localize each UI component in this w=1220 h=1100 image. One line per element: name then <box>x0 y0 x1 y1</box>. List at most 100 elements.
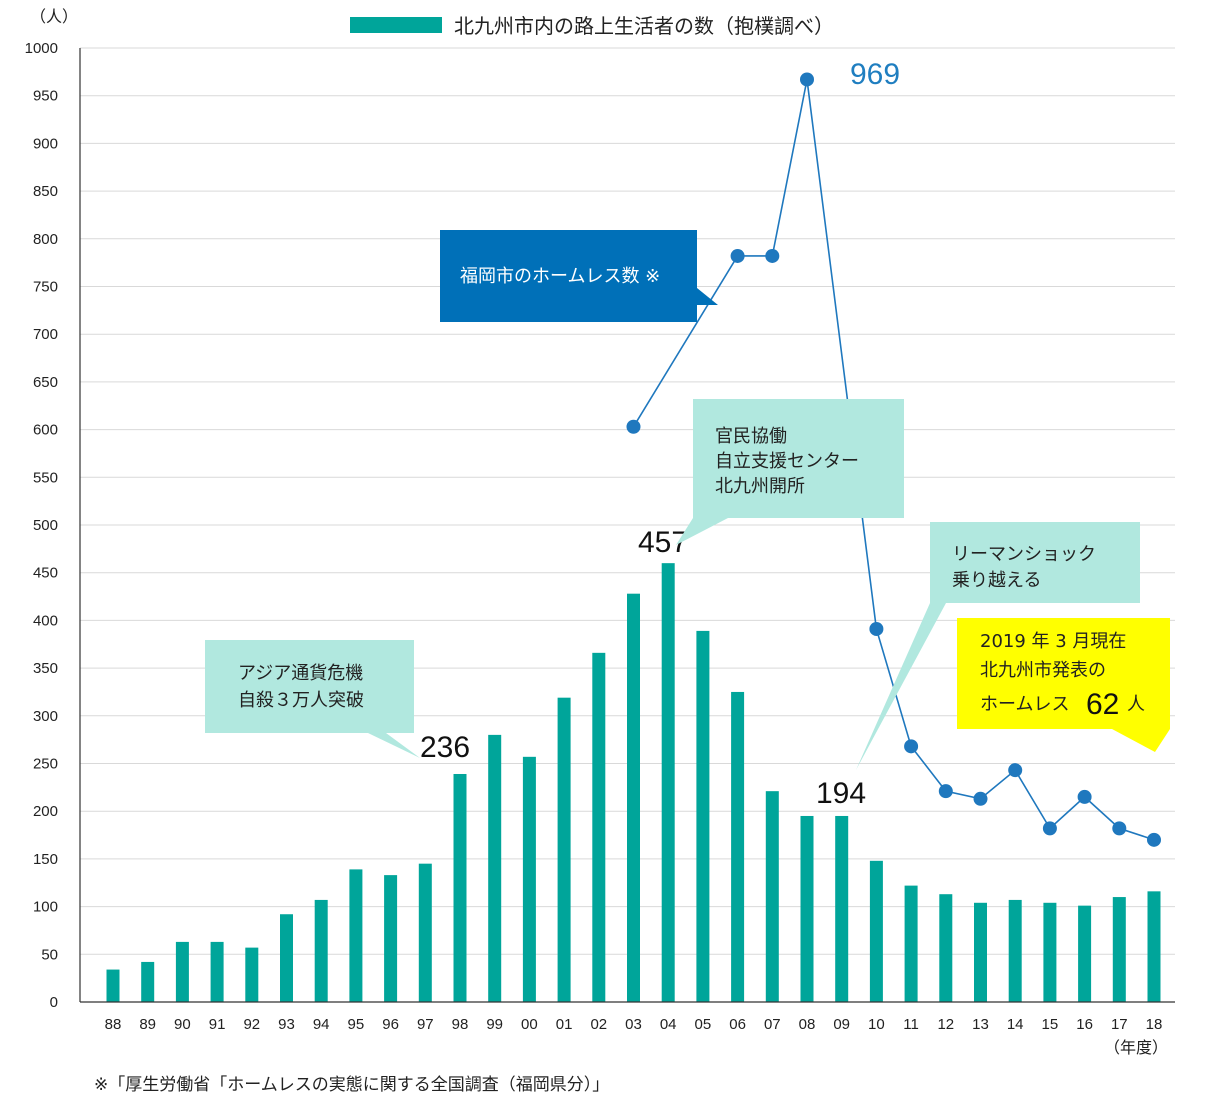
bar <box>106 969 120 1002</box>
callout-2019-line1: 2019 年 3 月現在 <box>980 631 1126 652</box>
x-tick-label: 92 <box>243 1016 260 1033</box>
line-series <box>626 72 1161 847</box>
x-tick-label: 10 <box>868 1016 885 1033</box>
y-tick-label: 0 <box>50 994 58 1011</box>
y-tick-label: 500 <box>33 517 58 534</box>
bar <box>661 563 675 1002</box>
x-tick-label: 93 <box>278 1016 295 1033</box>
x-tick-label: 06 <box>729 1016 746 1033</box>
x-tick-label: 13 <box>972 1016 989 1033</box>
callout-asia-line1: アジア通貨危機 <box>238 663 363 684</box>
x-tick-label: 08 <box>799 1016 816 1033</box>
bar <box>696 630 710 1002</box>
line-point <box>730 248 745 263</box>
bar <box>765 791 779 1002</box>
x-tick-label: 96 <box>382 1016 399 1033</box>
x-tick-label: 11 <box>903 1016 919 1033</box>
line-point <box>1008 763 1023 778</box>
y-tick-label: 650 <box>33 374 58 391</box>
x-axis-unit: （年度） <box>1104 1038 1168 1057</box>
callout-2019-line2: 北九州市発表の <box>980 660 1106 681</box>
callout-support-center: 官民協働 自立支援センター 北九州開所 <box>676 399 904 545</box>
bar <box>1078 905 1092 1002</box>
x-tick-label: 03 <box>625 1016 642 1033</box>
x-tick-label: 14 <box>1007 1016 1024 1033</box>
line-point <box>869 621 884 636</box>
bar <box>384 875 398 1002</box>
legend-swatch <box>350 17 442 33</box>
y-tick-label: 450 <box>33 565 58 582</box>
bar <box>1043 902 1057 1002</box>
value-label-969: 969 <box>850 58 900 91</box>
bar <box>175 941 189 1002</box>
bar <box>627 593 640 1002</box>
x-tick-label: 95 <box>348 1016 365 1033</box>
bar <box>453 773 467 1002</box>
line-point <box>800 72 814 87</box>
bar <box>869 860 883 1002</box>
x-tick-label: 01 <box>556 1016 573 1033</box>
callout-lehman-line2: 乗り越える <box>952 570 1041 591</box>
y-tick-label: 150 <box>33 851 58 868</box>
value-label-194: 194 <box>816 777 866 810</box>
x-tick-label: 88 <box>105 1016 122 1033</box>
bar <box>835 815 849 1002</box>
y-tick-label: 800 <box>33 231 58 248</box>
y-unit-label: （人） <box>30 7 78 26</box>
x-tick-label: 89 <box>139 1016 156 1033</box>
line-point <box>1112 821 1127 836</box>
bar <box>488 734 502 1002</box>
y-tick-label: 350 <box>33 660 58 677</box>
line-point <box>973 791 988 806</box>
callout-center-line1: 官民協働 <box>715 426 787 447</box>
x-tick-label: 15 <box>1042 1016 1059 1033</box>
line-point <box>1077 789 1092 804</box>
callout-center-line2: 自立支援センター <box>715 451 859 472</box>
y-tick-label: 50 <box>41 946 58 963</box>
x-tick-label: 16 <box>1076 1016 1093 1033</box>
bar <box>245 947 259 1002</box>
line-point <box>1147 832 1161 847</box>
y-tick-labels: 0 50 100 150 200 250 300 350 400 450 500 550 600 650 7… <box>25 40 58 1011</box>
y-tick-label: 250 <box>33 756 58 773</box>
callout-2019-line3-post: 人 <box>1127 694 1145 715</box>
bar <box>418 863 432 1002</box>
bar <box>280 914 293 1002</box>
y-tick-label: 600 <box>33 422 58 439</box>
footnote: ※「厚生労働省「ホームレスの実態に関する全国調査（福岡県分）」 <box>94 1075 609 1095</box>
x-tick-label: 00 <box>521 1016 538 1033</box>
bar <box>141 961 155 1002</box>
y-tick-label: 400 <box>33 612 58 629</box>
y-tick-label: 700 <box>33 326 58 343</box>
callout-2019: 2019 年 3 月現在 北九州市発表の ホームレス 62 人 <box>957 618 1170 752</box>
x-tick-label: 02 <box>590 1016 607 1033</box>
bar <box>522 756 536 1002</box>
bar <box>731 691 745 1002</box>
x-tick-label: 07 <box>764 1016 781 1033</box>
callout-center-line3: 北九州開所 <box>715 476 805 497</box>
bar <box>800 815 814 1002</box>
line-point <box>1042 821 1057 836</box>
callout-lehman: リーマンショック 乗り越える <box>856 522 1140 770</box>
bar <box>1008 899 1022 1002</box>
x-tick-label: 94 <box>313 1016 330 1033</box>
y-tick-label: 200 <box>33 803 58 820</box>
legend-label: 北九州市内の路上生活者の数（抱樸調べ） <box>454 14 834 38</box>
callout-asia: アジア通貨危機 自殺３万人突破 <box>205 640 420 758</box>
line-point <box>938 784 953 799</box>
callout-fukuoka: 福岡市のホームレス数 ※ <box>440 230 718 322</box>
y-tick-label: 900 <box>33 135 58 152</box>
bar <box>210 941 224 1002</box>
y-tick-label: 100 <box>33 899 58 916</box>
x-tick-labels: 88 89 90 91 92 93 94 95 96 97 98 99 00 01 02 03 04 05 06 07… <box>105 1016 1163 1033</box>
y-tick-label: 750 <box>33 279 58 296</box>
callout-asia-line2: 自殺３万人突破 <box>238 690 364 711</box>
line-point <box>765 248 780 263</box>
line-point <box>904 739 919 754</box>
callout-fukuoka-text: 福岡市のホームレス数 ※ <box>460 266 660 287</box>
bar <box>1147 891 1161 1002</box>
y-tick-label: 850 <box>33 183 58 200</box>
bar <box>974 902 987 1002</box>
x-tick-label: 12 <box>937 1016 954 1033</box>
